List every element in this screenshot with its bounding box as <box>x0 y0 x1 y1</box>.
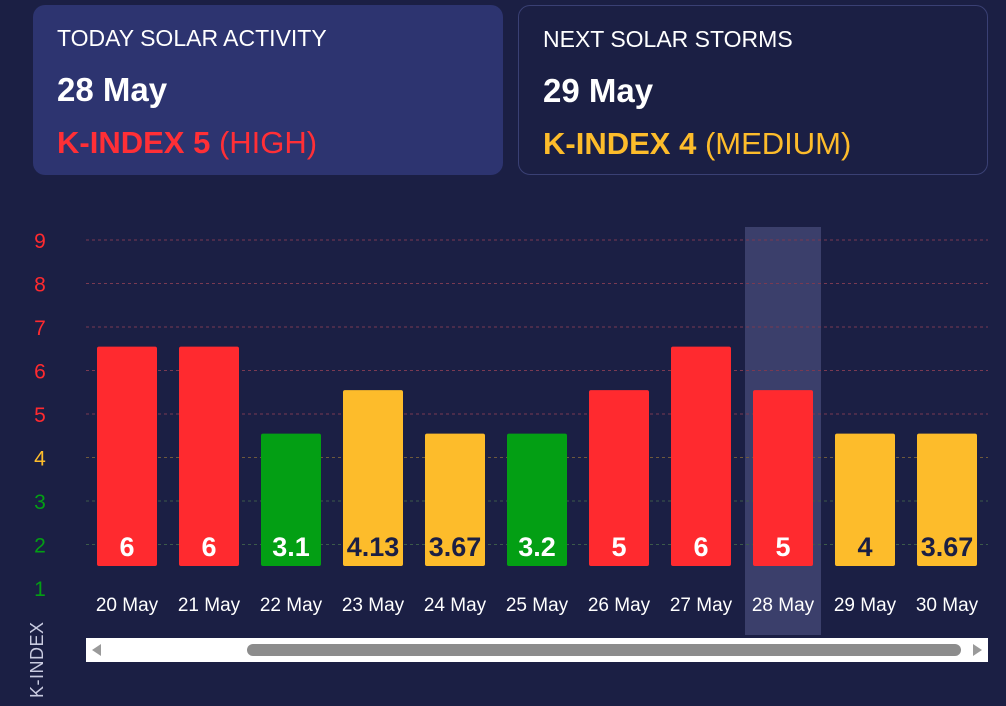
x-tick-label: 23 May <box>342 595 405 616</box>
next-card-label: NEXT SOLAR STORMS <box>543 26 793 52</box>
y-axis-title: K-INDEX <box>27 621 47 698</box>
bar-value-label: 5 <box>775 532 790 562</box>
y-tick-label: 2 <box>34 535 46 558</box>
bar-value-label: 6 <box>201 532 216 562</box>
bar-value-label: 4.13 <box>347 532 400 562</box>
x-tick-label: 26 May <box>588 595 651 616</box>
scroll-left-arrow-icon[interactable] <box>92 644 101 656</box>
bar-value-label: 3.67 <box>921 532 974 562</box>
scrollbar-thumb[interactable] <box>247 644 961 656</box>
bar-value-label: 3.2 <box>518 532 556 562</box>
next-solar-storms-card: NEXT SOLAR STORMS 29 May K-INDEX 4 (MEDI… <box>518 5 988 175</box>
bar[interactable] <box>261 433 321 566</box>
bar-value-label: 3.67 <box>429 532 482 562</box>
kindex-bar-chart: 1 2 3 4 5 6 7 8 9 6 20 May 6 21 May 3.1 22 May 4.13 23 M… <box>34 227 988 635</box>
x-tick-label: 30 May <box>916 595 979 616</box>
bar-value-label: 4 <box>857 532 872 562</box>
x-tick-label: 28 May <box>752 595 815 616</box>
today-card-date: 28 May <box>57 71 168 108</box>
bar[interactable] <box>97 346 157 566</box>
x-tick-label: 29 May <box>834 595 897 616</box>
x-tick-label: 24 May <box>424 595 487 616</box>
bar-value-label: 6 <box>119 532 134 562</box>
bar-value-label: 5 <box>611 532 626 562</box>
chart-scrollbar[interactable] <box>86 638 988 662</box>
bar[interactable] <box>343 390 403 566</box>
x-tick-label: 22 May <box>260 595 323 616</box>
y-tick-label: 4 <box>34 448 46 471</box>
today-kindex-level: (HIGH) <box>218 125 318 160</box>
bar[interactable] <box>507 433 567 566</box>
bar[interactable] <box>589 390 649 566</box>
today-card-label: TODAY SOLAR ACTIVITY <box>57 25 327 51</box>
x-tick-label: 25 May <box>506 595 569 616</box>
bar[interactable] <box>671 346 731 566</box>
bar-value-label: 6 <box>693 532 708 562</box>
y-tick-label: 7 <box>34 317 46 340</box>
bar[interactable] <box>179 346 239 566</box>
y-tick-label: 9 <box>34 230 46 253</box>
y-tick-label: 5 <box>34 404 46 427</box>
bar[interactable] <box>753 390 813 566</box>
y-tick-label: 8 <box>34 274 46 297</box>
bar[interactable] <box>917 433 977 566</box>
y-tick-label: 3 <box>34 491 46 514</box>
next-kindex-line: K-INDEX 4 (MEDIUM) <box>543 126 851 162</box>
scroll-right-arrow-icon[interactable] <box>973 644 982 656</box>
x-tick-label: 20 May <box>96 595 159 616</box>
today-solar-activity-card: TODAY SOLAR ACTIVITY 28 May K-INDEX 5 (H… <box>33 5 503 175</box>
y-tick-label: 6 <box>34 361 46 384</box>
next-card-date: 29 May <box>543 72 654 109</box>
bar[interactable] <box>425 433 485 566</box>
x-tick-label: 27 May <box>670 595 733 616</box>
next-kindex-value: K-INDEX 4 <box>543 126 697 161</box>
bar[interactable] <box>835 433 895 566</box>
bar-value-label: 3.1 <box>272 532 310 562</box>
x-tick-label: 21 May <box>178 595 241 616</box>
y-tick-label: 1 <box>34 578 46 601</box>
today-kindex-line: K-INDEX 5 (HIGH) <box>57 125 317 161</box>
today-kindex-value: K-INDEX 5 <box>57 125 211 160</box>
next-kindex-level: (MEDIUM) <box>704 126 852 161</box>
